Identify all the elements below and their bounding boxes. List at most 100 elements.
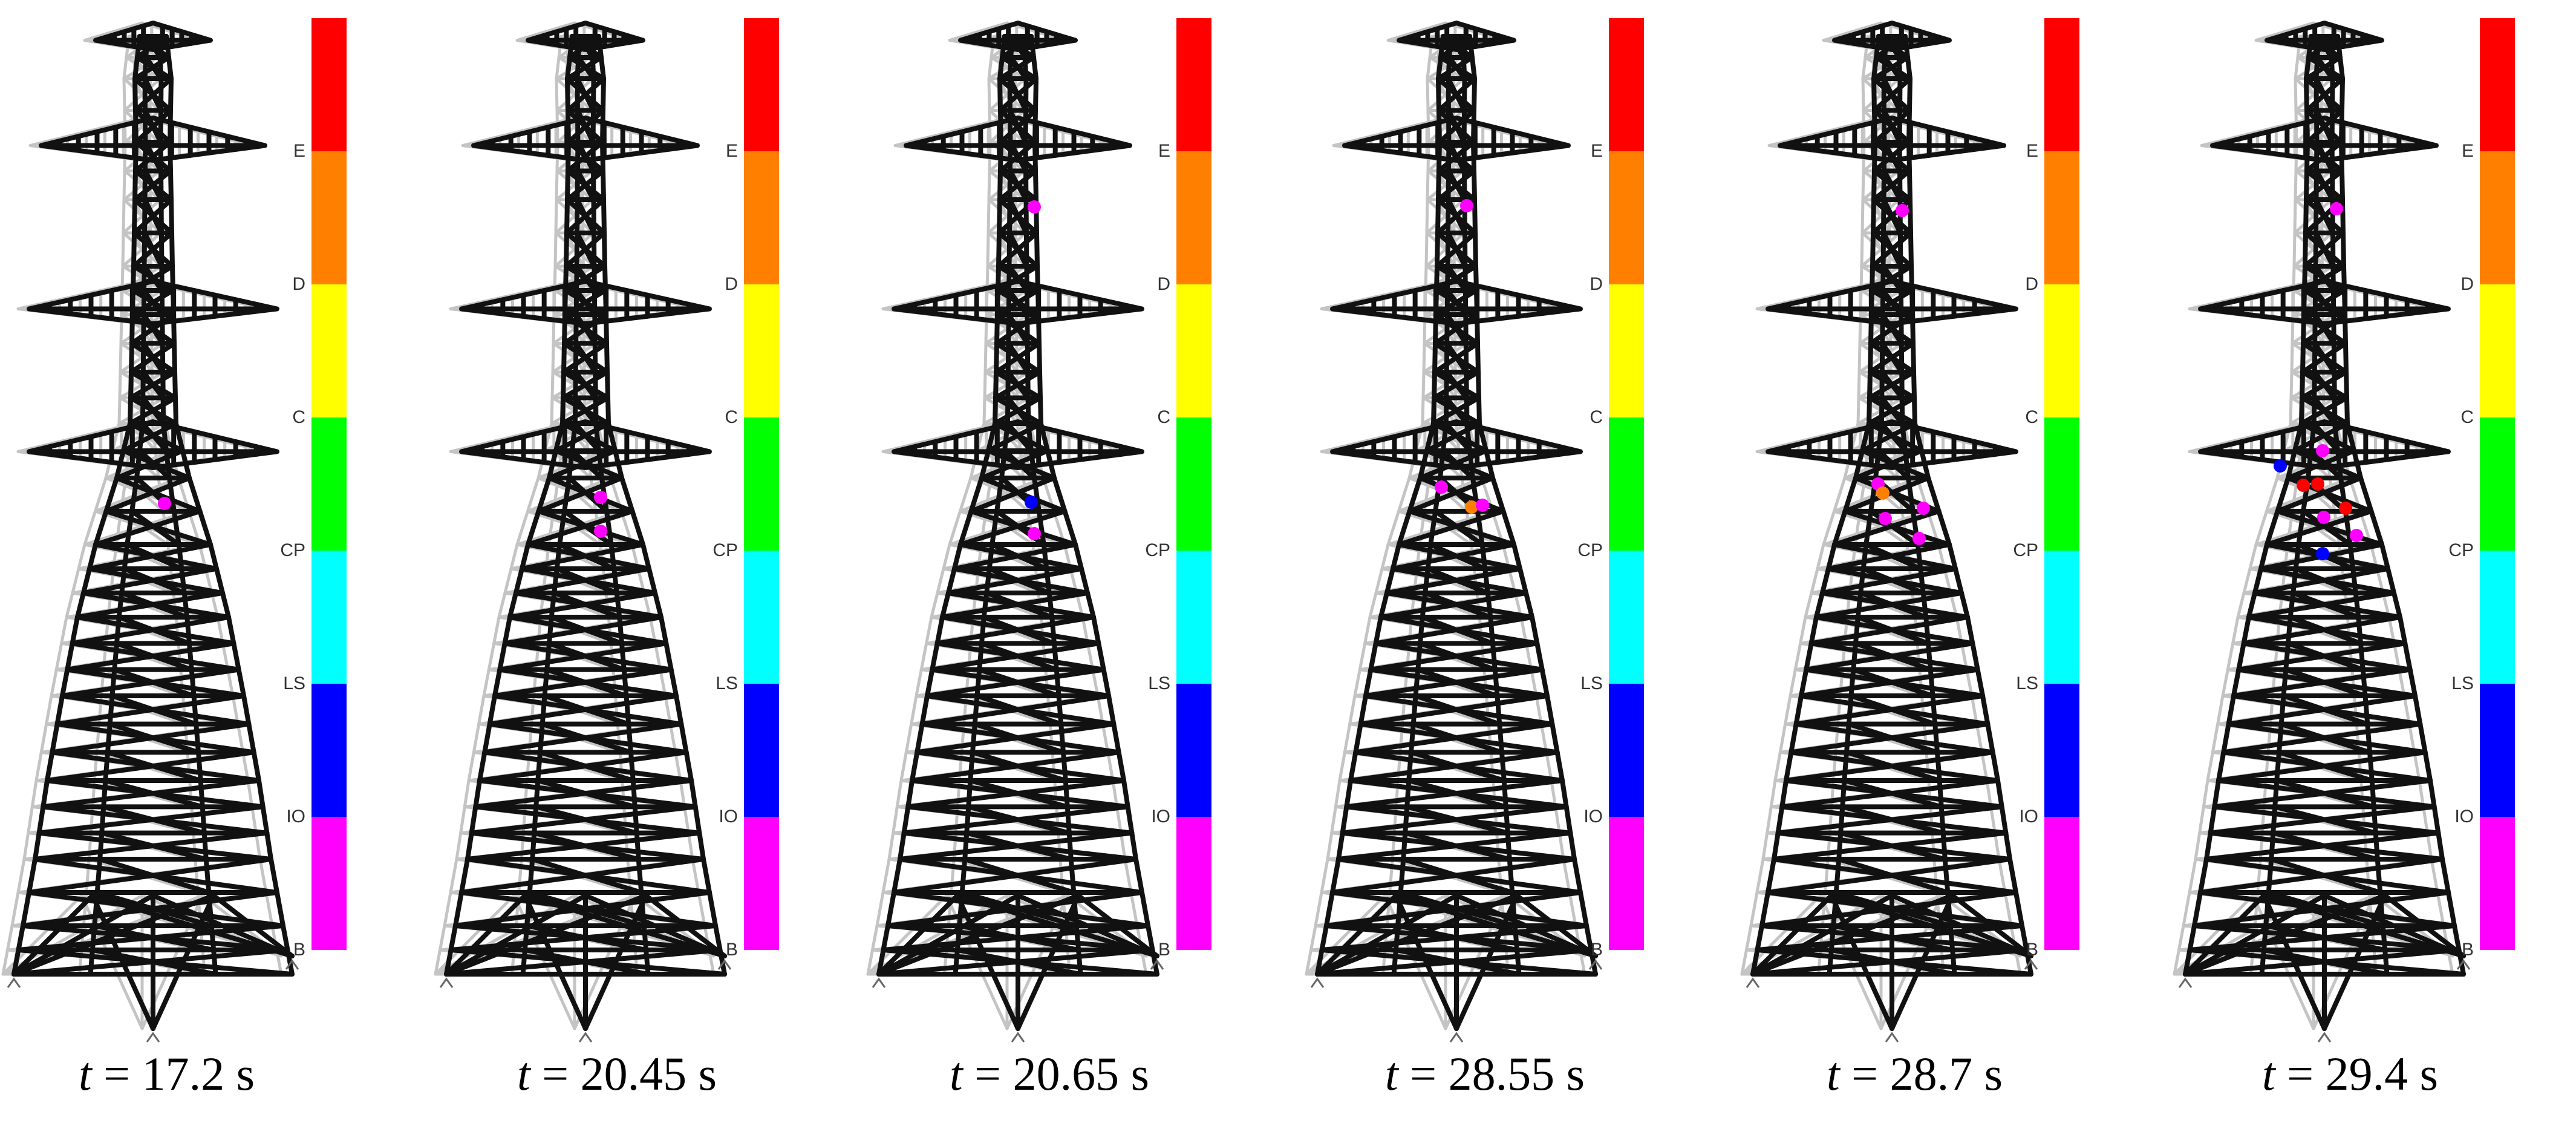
legend-segment [1609, 151, 1644, 284]
legend-label-D: D [2025, 274, 2038, 294]
support-icon [1150, 959, 1164, 970]
performance-level-legend: E D C CP LS IO B [703, 18, 794, 962]
support-icon [146, 1032, 160, 1043]
legend-segment [1609, 18, 1644, 151]
legend-label-E: E [1158, 141, 1170, 161]
legend-label-D: D [2460, 274, 2474, 294]
performance-level-legend: E D C CP LS IO B [1135, 18, 1226, 962]
legend-label-E: E [293, 141, 305, 161]
legend-segment [2480, 684, 2515, 817]
legend-segment [2044, 151, 2079, 284]
plastic-hinge-IO [2316, 547, 2329, 560]
legend-segment [2480, 151, 2515, 284]
legend-segment [2044, 18, 2079, 151]
legend-segment [311, 284, 347, 417]
plastic-hinge-E [2297, 479, 2310, 492]
plastic-hinge-B [1460, 199, 1473, 212]
legend-segment [1176, 551, 1211, 684]
legend-segment [744, 151, 779, 284]
time-variable: t [79, 1047, 92, 1100]
legend-segment [1176, 684, 1211, 817]
plastic-hinge-B [2330, 202, 2343, 215]
legend-label-CP: CP [2013, 540, 2038, 560]
legend-segment [2480, 551, 2515, 684]
tower-panel-2: t = 20.45 s [434, 0, 868, 1100]
time-variable: t [517, 1047, 530, 1100]
support-icon [717, 959, 732, 970]
legend-label-C: C [2025, 407, 2038, 427]
legend-label-LS: LS [283, 673, 305, 693]
support-icon [2178, 977, 2193, 988]
legend-segment [2044, 551, 2079, 684]
legend-segment [1609, 284, 1644, 417]
legend-color-bar [2044, 18, 2079, 950]
plastic-hinge-B [1476, 499, 1489, 512]
legend-label-E: E [725, 141, 738, 161]
legend-label-D: D [292, 274, 305, 294]
time-caption: t = 28.7 s [1827, 1047, 2250, 1101]
tower-panel-4: t = 28.55 s [1305, 0, 1739, 1100]
legend-segment [1609, 417, 1644, 551]
legend-label-E: E [2026, 141, 2038, 161]
legend-segment [2044, 284, 2079, 417]
legend-segment [744, 551, 779, 684]
time-value: = 17.2 s [91, 1047, 255, 1100]
time-value: = 20.45 s [530, 1047, 717, 1100]
plastic-hinge-B [1917, 502, 1930, 515]
plastic-hinge-B [594, 491, 607, 504]
legend-segment [744, 684, 779, 817]
legend-segment [2044, 417, 2079, 551]
plastic-hinge-B [2317, 511, 2330, 524]
legend-segment [1609, 551, 1644, 684]
legend-segment [744, 817, 779, 950]
time-variable: t [950, 1047, 963, 1100]
tower-model [1, 20, 299, 1043]
legend-label-IO: IO [2454, 807, 2474, 827]
plastic-hinge-B [1028, 200, 1041, 214]
plastic-hinge-B [1028, 527, 1041, 540]
tower-panel-5: t = 28.7 s [1740, 0, 2174, 1100]
legend-label-IO: IO [1151, 807, 1170, 827]
legend-segment [2044, 817, 2079, 950]
support-icon [439, 977, 454, 988]
tower-model [2173, 20, 2471, 1043]
tower-panel-6: t = 29.4 s [2173, 0, 2576, 1100]
legend-segment [1176, 417, 1211, 551]
legend-label-IO: IO [1583, 807, 1603, 827]
legend-segment [1176, 284, 1211, 417]
legend-segment [311, 151, 347, 284]
legend-label-B: B [2026, 940, 2038, 960]
legend-label-D: D [725, 274, 738, 294]
performance-level-legend: E D C CP LS IO B [2439, 18, 2529, 962]
support-icon [1885, 1032, 1899, 1043]
plastic-hinge-B [1912, 532, 1926, 545]
time-caption: t = 17.2 s [79, 1047, 502, 1101]
plastic-hinge-E [2311, 477, 2324, 491]
legend-label-CP: CP [712, 540, 738, 560]
plastic-hinge-B [1896, 204, 1909, 217]
legend-segment [744, 417, 779, 551]
performance-level-legend: E D C CP LS IO B [270, 18, 361, 962]
time-value: = 28.55 s [1398, 1047, 1585, 1100]
plastic-hinge-IO [1025, 496, 1038, 509]
legend-segment [1176, 817, 1211, 950]
legend-label-C: C [2460, 407, 2474, 427]
legend-segment [744, 18, 779, 151]
support-icon [1588, 959, 1603, 970]
legend-label-LS: LS [2451, 673, 2474, 693]
legend-label-IO: IO [719, 807, 738, 827]
legend-segment [2480, 18, 2515, 151]
plastic-hinge-B [594, 525, 607, 538]
tower-model [434, 20, 732, 1043]
legend-color-bar [2480, 18, 2515, 950]
time-variable: t [1827, 1047, 1840, 1100]
legend-segment [1176, 18, 1211, 151]
tower-panel-3: t = 20.65 s [866, 0, 1300, 1100]
plastic-hinge-B [2316, 444, 2329, 457]
performance-level-legend: E D C CP LS IO B [2003, 18, 2094, 962]
legend-label-C: C [1590, 407, 1603, 427]
deformed-tower-frame [11, 20, 295, 1031]
support-icon [7, 977, 21, 988]
tower-model [1305, 20, 1603, 1043]
